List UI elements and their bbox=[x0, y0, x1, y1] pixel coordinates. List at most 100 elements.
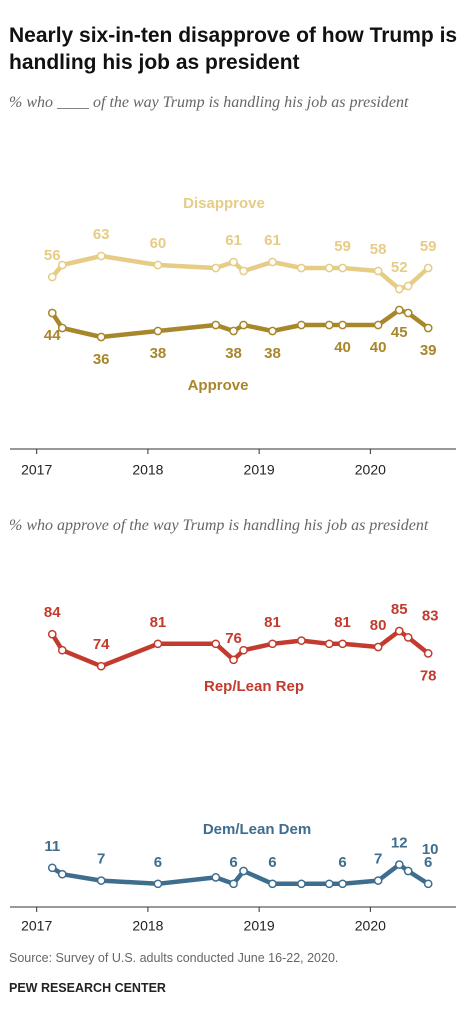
data-point bbox=[239, 645, 248, 655]
data-label: 36 bbox=[93, 351, 110, 368]
data-point bbox=[96, 332, 106, 342]
data-label: 81 bbox=[334, 614, 351, 631]
data-label: 6 bbox=[338, 854, 346, 871]
data-label: 80 bbox=[370, 617, 387, 634]
data-label: 78 bbox=[420, 667, 437, 684]
credit: PEW RESEARCH CENTER bbox=[9, 981, 166, 995]
x-tick-label: 2020 bbox=[355, 918, 386, 934]
data-point bbox=[403, 308, 413, 318]
data-point bbox=[297, 636, 306, 645]
data-label: 84 bbox=[44, 604, 61, 621]
data-point bbox=[403, 281, 413, 291]
data-label: 85 bbox=[391, 601, 408, 618]
data-label: 58 bbox=[370, 241, 387, 258]
data-label: 12 bbox=[391, 835, 408, 852]
data-label: 74 bbox=[93, 636, 110, 653]
data-point bbox=[96, 661, 106, 671]
data-point bbox=[324, 320, 334, 330]
data-label: 38 bbox=[225, 345, 242, 362]
data-point bbox=[373, 320, 383, 330]
data-label: 7 bbox=[374, 851, 382, 868]
data-point bbox=[423, 323, 433, 333]
x-tick-label: 2018 bbox=[132, 462, 163, 478]
data-point bbox=[338, 320, 347, 330]
data-point bbox=[423, 263, 433, 273]
chart-title: Nearly six-in-ten disapprove of how Trum… bbox=[9, 24, 458, 74]
subtitle: % who ____ of the way Trump is handling … bbox=[9, 94, 409, 111]
data-point bbox=[239, 320, 248, 330]
data-point bbox=[153, 326, 163, 336]
data-point bbox=[229, 655, 238, 665]
data-point bbox=[423, 649, 433, 658]
data-label: 81 bbox=[264, 614, 281, 631]
data-label: 38 bbox=[264, 345, 281, 362]
data-label: 60 bbox=[150, 235, 167, 252]
x-tick-label: 2018 bbox=[132, 918, 163, 934]
data-label: 6 bbox=[268, 854, 276, 871]
data-point bbox=[324, 639, 334, 649]
data-point bbox=[229, 257, 238, 267]
data-point bbox=[338, 263, 347, 273]
data-label: 39 bbox=[420, 342, 437, 359]
data-point bbox=[338, 879, 347, 889]
data-label: 40 bbox=[334, 339, 351, 356]
x-tick-label: 2019 bbox=[244, 462, 275, 478]
data-point bbox=[268, 257, 277, 267]
data-point bbox=[229, 879, 238, 889]
data-point bbox=[47, 863, 57, 873]
data-label: 61 bbox=[225, 232, 242, 249]
data-label: 7 bbox=[97, 851, 105, 868]
data-point bbox=[239, 866, 248, 876]
x-tick-label: 2020 bbox=[355, 462, 386, 478]
data-label: 6 bbox=[229, 854, 237, 871]
data-point bbox=[423, 879, 433, 889]
data-point bbox=[403, 633, 413, 642]
data-label: 52 bbox=[391, 259, 408, 276]
data-point bbox=[373, 876, 383, 885]
data-point bbox=[47, 629, 57, 639]
data-point bbox=[153, 879, 163, 889]
data-point bbox=[338, 639, 347, 649]
x-tick-label: 2019 bbox=[244, 918, 275, 934]
data-label: 10 bbox=[422, 841, 439, 858]
x-tick-label: 2017 bbox=[21, 462, 52, 478]
data-point bbox=[153, 639, 163, 649]
data-point bbox=[211, 873, 221, 882]
series-line bbox=[51, 862, 430, 887]
data-label: 44 bbox=[44, 327, 61, 344]
data-label: 6 bbox=[424, 854, 432, 871]
series-label: Dem/Lean Dem bbox=[203, 821, 311, 838]
data-label: 61 bbox=[264, 232, 281, 249]
data-point bbox=[57, 323, 67, 333]
data-point bbox=[297, 263, 306, 273]
data-point bbox=[373, 266, 383, 276]
data-point bbox=[57, 260, 67, 270]
data-point bbox=[57, 869, 67, 879]
data-point bbox=[96, 251, 106, 261]
data-label: 59 bbox=[420, 238, 437, 255]
data-point bbox=[268, 326, 277, 336]
source: Source: Survey of U.S. adults conducted … bbox=[9, 951, 339, 965]
data-label: 76 bbox=[225, 630, 242, 647]
data-point bbox=[297, 320, 306, 330]
subtitle: % who approve of the way Trump is handli… bbox=[9, 517, 429, 534]
data-point bbox=[153, 260, 163, 270]
data-point bbox=[211, 320, 221, 330]
data-point bbox=[96, 876, 106, 885]
data-point bbox=[373, 642, 383, 652]
data-point bbox=[324, 263, 334, 273]
series-label: Approve bbox=[188, 377, 249, 394]
data-point bbox=[297, 879, 306, 889]
data-point bbox=[57, 645, 67, 655]
data-label: 63 bbox=[93, 226, 110, 243]
series-label: Disapprove bbox=[183, 195, 265, 212]
data-point bbox=[324, 879, 334, 889]
data-point bbox=[394, 860, 404, 869]
data-point bbox=[47, 272, 57, 282]
series-label: Rep/Lean Rep bbox=[204, 678, 304, 695]
x-tick-label: 2017 bbox=[21, 918, 52, 934]
data-point bbox=[403, 866, 413, 876]
data-label: 81 bbox=[150, 614, 167, 631]
